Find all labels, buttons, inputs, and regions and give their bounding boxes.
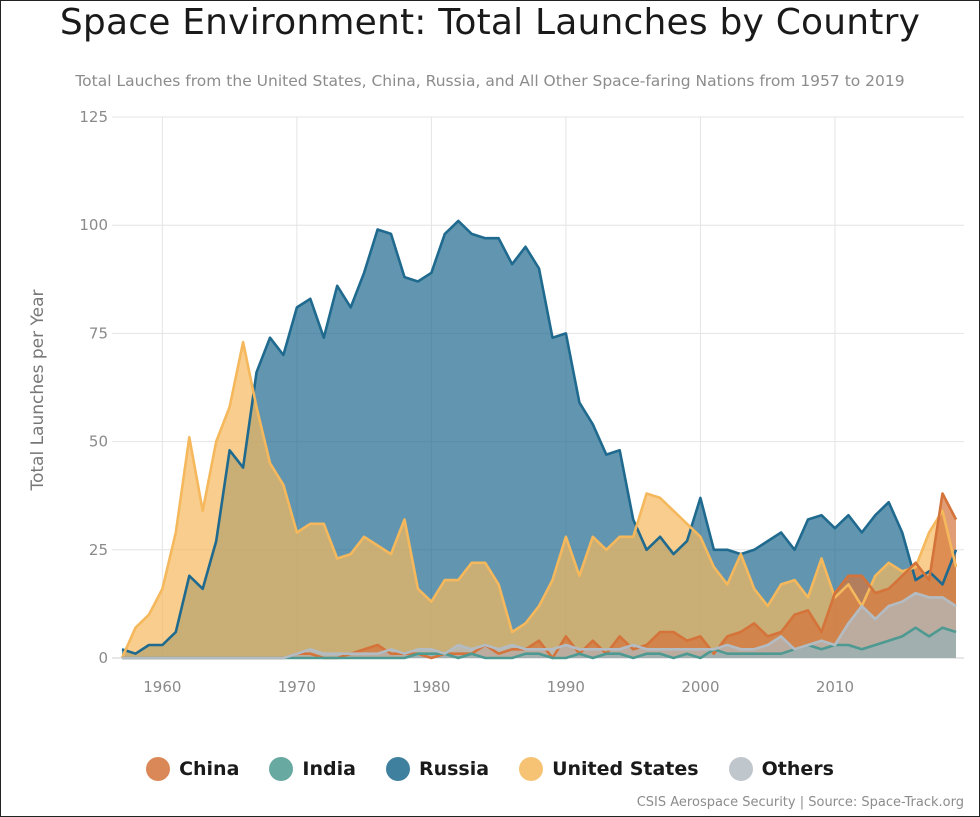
legend-label: India [302,758,356,780]
legend-label: United States [552,758,699,780]
legend-swatch [269,757,294,781]
line-others [122,591,957,660]
x-axis-ticks: 1960 1970 1980 1990 2000 2010 [143,678,854,696]
x-tick-label: 2000 [681,678,719,696]
legend-swatch [146,757,171,781]
x-tick-label: 1980 [412,678,450,696]
legend-label: China [179,758,240,780]
area-united-states [122,342,956,658]
x-tick-label: 2010 [816,678,854,696]
legend-swatch [385,757,410,781]
legend-label: Russia [418,758,490,780]
area-others [122,593,956,658]
legend-item-united-states: United States [519,757,699,781]
legend-swatch [519,757,544,781]
legend-label: Others [761,758,834,780]
series-lines [120,219,958,660]
line-russia [121,219,958,655]
y-tick-label: 25 [89,541,108,559]
x-tick-label: 1960 [143,678,181,696]
chart-subtitle: Total Lauches from the United States, Ch… [75,72,905,90]
x-tick-label: 1990 [547,678,585,696]
legend-item-others: Others [728,757,834,781]
y-tick-label: 75 [89,324,108,342]
x-tick-label: 1970 [278,678,316,696]
y-tick-label: 0 [98,649,108,667]
source-credit: CSIS Aerospace Security | Source: Space-… [636,795,964,810]
legend-item-russia: Russia [385,757,490,781]
y-tick-label: 50 [89,433,108,451]
y-tick-label: 100 [79,216,108,234]
legend-swatch [728,757,753,781]
legend-item-china: China [146,757,239,781]
y-axis-ticks: 0 25 50 75 100 125 [79,108,108,667]
legend: China India Russia United States Others [0,757,980,781]
series-areas [122,220,956,658]
chart-title: Space Environment: Total Launches by Cou… [59,2,921,43]
legend-item-india: India [269,757,356,781]
line-united-states [120,340,958,659]
y-tick-label: 125 [79,108,108,126]
